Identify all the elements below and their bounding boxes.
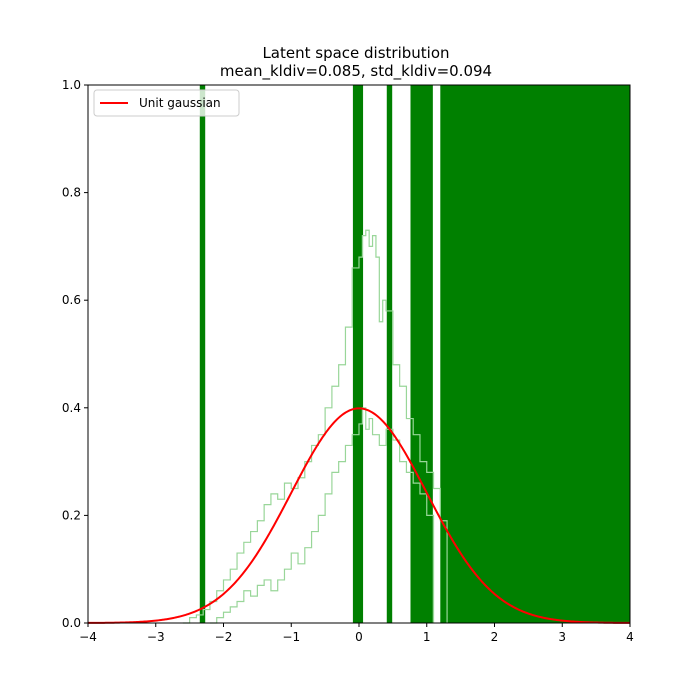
y-tick-label: 0.8 (62, 186, 81, 200)
x-tick-label: −2 (215, 630, 233, 644)
curve-layer (87, 407, 631, 624)
unit-gaussian-line (87, 407, 631, 624)
x-tick-label: −1 (282, 630, 300, 644)
x-tick-label: −3 (147, 630, 165, 644)
histogram-step-outline (209, 407, 435, 624)
x-tick-label: 1 (423, 630, 431, 644)
plot-area (87, 84, 631, 624)
histogram-bar (352, 85, 364, 623)
x-tick-label: 0 (355, 630, 363, 644)
legend-box (93, 89, 240, 117)
y-tick-label: 0.0 (62, 616, 81, 630)
histogram-bar (199, 85, 206, 623)
legend-label-unit-gaussian: Unit gaussian (139, 96, 221, 110)
chart-subtitle: mean_kldiv=0.085, std_kldiv=0.094 (220, 62, 492, 81)
x-axis: −4 −3 −2 −1 0 1 2 3 4 (79, 623, 634, 644)
histogram-bar (440, 85, 630, 623)
x-tick-label: 3 (558, 630, 566, 644)
y-tick-label: 0.4 (62, 401, 81, 415)
x-tick-label: −4 (79, 630, 97, 644)
histogram-step-outline (182, 229, 448, 624)
y-tick-label: 0.6 (62, 293, 81, 307)
y-tick-label: 1.0 (62, 78, 81, 92)
histograms-layer (182, 85, 630, 624)
histogram-bar (410, 85, 433, 623)
y-tick-label: 0.2 (62, 508, 81, 522)
x-tick-label: 4 (626, 630, 634, 644)
legend: Unit gaussian (93, 89, 240, 117)
chart-title: Latent space distribution (262, 44, 449, 62)
histogram-bar (386, 85, 393, 623)
y-axis: 0.0 0.2 0.4 0.6 0.8 1.0 (62, 78, 88, 630)
x-tick-label: 2 (491, 630, 499, 644)
